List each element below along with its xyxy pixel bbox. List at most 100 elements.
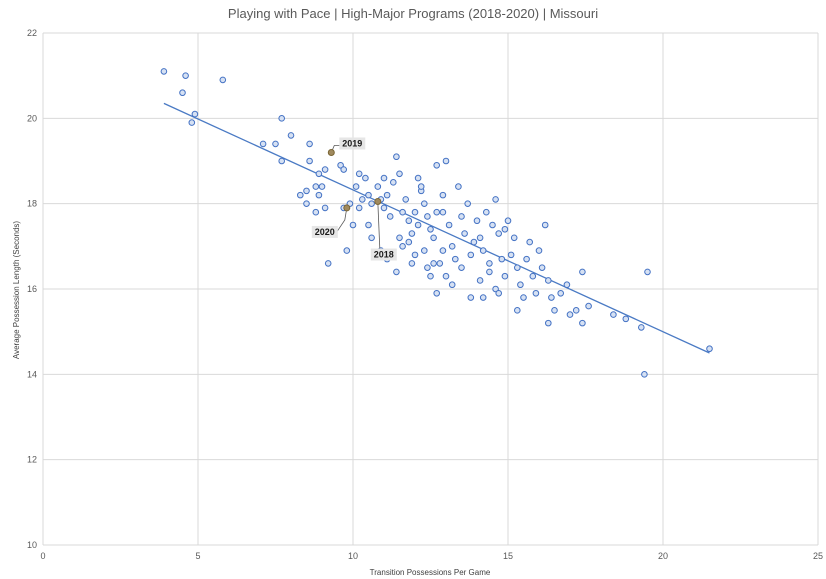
chart-title: Playing with Pace | High-Major Programs … xyxy=(228,6,598,21)
callout-box xyxy=(339,137,366,150)
data-point xyxy=(563,281,571,289)
data-point xyxy=(160,68,168,75)
data-point xyxy=(179,89,186,97)
data-point xyxy=(638,324,645,331)
data-point xyxy=(390,179,397,186)
data-point xyxy=(495,230,503,237)
data-point xyxy=(365,221,372,229)
data-point xyxy=(458,213,465,220)
data-point xyxy=(383,191,391,199)
data-point xyxy=(349,221,357,229)
data-point xyxy=(368,234,375,242)
data-point xyxy=(504,217,512,225)
data-point xyxy=(355,170,363,178)
callout-box xyxy=(311,225,338,238)
data-point xyxy=(448,243,456,250)
data-point xyxy=(492,196,499,203)
x-tick-label: 20 xyxy=(658,551,668,561)
data-point xyxy=(337,161,344,169)
data-point xyxy=(424,264,431,271)
data-point xyxy=(476,234,484,242)
y-tick-label: 18 xyxy=(27,199,37,209)
data-point xyxy=(396,170,403,178)
data-point xyxy=(312,208,320,216)
data-point xyxy=(517,281,524,289)
data-point xyxy=(452,255,459,263)
data-point xyxy=(483,208,490,216)
data-point xyxy=(421,247,428,254)
data-point xyxy=(473,217,481,225)
data-point xyxy=(405,238,413,246)
data-point xyxy=(514,307,521,314)
y-tick-label: 10 xyxy=(27,540,37,550)
highlight-point xyxy=(374,198,382,206)
data-point xyxy=(535,247,543,254)
data-point xyxy=(433,208,441,216)
data-point xyxy=(182,72,189,79)
data-point xyxy=(355,204,363,212)
trendline xyxy=(163,102,710,354)
data-point xyxy=(408,230,416,237)
data-point xyxy=(188,119,196,126)
data-point xyxy=(455,183,462,190)
y-tick-label: 16 xyxy=(27,284,37,294)
data-point xyxy=(191,110,199,118)
data-point xyxy=(498,255,506,263)
data-point xyxy=(439,191,447,199)
data-point xyxy=(479,247,487,254)
data-point xyxy=(541,221,549,229)
data-point xyxy=(414,174,422,182)
data-point xyxy=(368,200,375,207)
y-axis-label: Average Possession Length (Seconds) xyxy=(12,221,21,359)
data-point xyxy=(486,260,493,267)
callout-label: 2018 xyxy=(374,250,394,260)
data-point xyxy=(321,204,329,212)
data-point xyxy=(352,183,360,190)
data-point xyxy=(501,225,509,233)
callout-label: 2020 xyxy=(315,227,335,237)
data-point xyxy=(641,371,648,378)
data-point xyxy=(523,255,530,263)
x-tick-label: 15 xyxy=(503,551,513,561)
data-point xyxy=(610,311,617,318)
data-point xyxy=(433,289,441,297)
data-point xyxy=(427,225,434,233)
data-point xyxy=(501,272,509,280)
data-point xyxy=(396,234,403,242)
data-point xyxy=(486,268,493,276)
data-point xyxy=(532,289,540,297)
data-point xyxy=(306,157,313,165)
data-point xyxy=(340,166,348,173)
data-point xyxy=(393,153,400,161)
data-point xyxy=(297,191,304,199)
data-point xyxy=(507,251,515,259)
data-point xyxy=(321,166,329,173)
data-point xyxy=(476,277,484,284)
data-point xyxy=(315,191,323,199)
data-point xyxy=(324,260,332,267)
data-point xyxy=(374,183,382,190)
data-point xyxy=(545,319,552,327)
data-point xyxy=(259,140,267,148)
data-point xyxy=(557,289,565,297)
data-point xyxy=(408,260,416,267)
data-point xyxy=(461,230,468,237)
data-point xyxy=(362,174,369,182)
data-point xyxy=(433,161,441,169)
data-point xyxy=(551,307,558,314)
data-point xyxy=(287,132,295,139)
data-point xyxy=(510,234,518,242)
data-point xyxy=(579,319,586,327)
x-tick-label: 0 xyxy=(40,551,45,561)
data-point xyxy=(622,315,630,323)
data-point xyxy=(315,170,323,178)
data-point xyxy=(470,238,478,246)
data-point xyxy=(445,221,453,229)
data-point xyxy=(380,174,388,182)
data-point xyxy=(538,264,546,271)
data-point xyxy=(492,285,499,293)
data-point xyxy=(467,251,475,259)
data-point xyxy=(405,217,413,225)
data-point xyxy=(529,272,537,280)
